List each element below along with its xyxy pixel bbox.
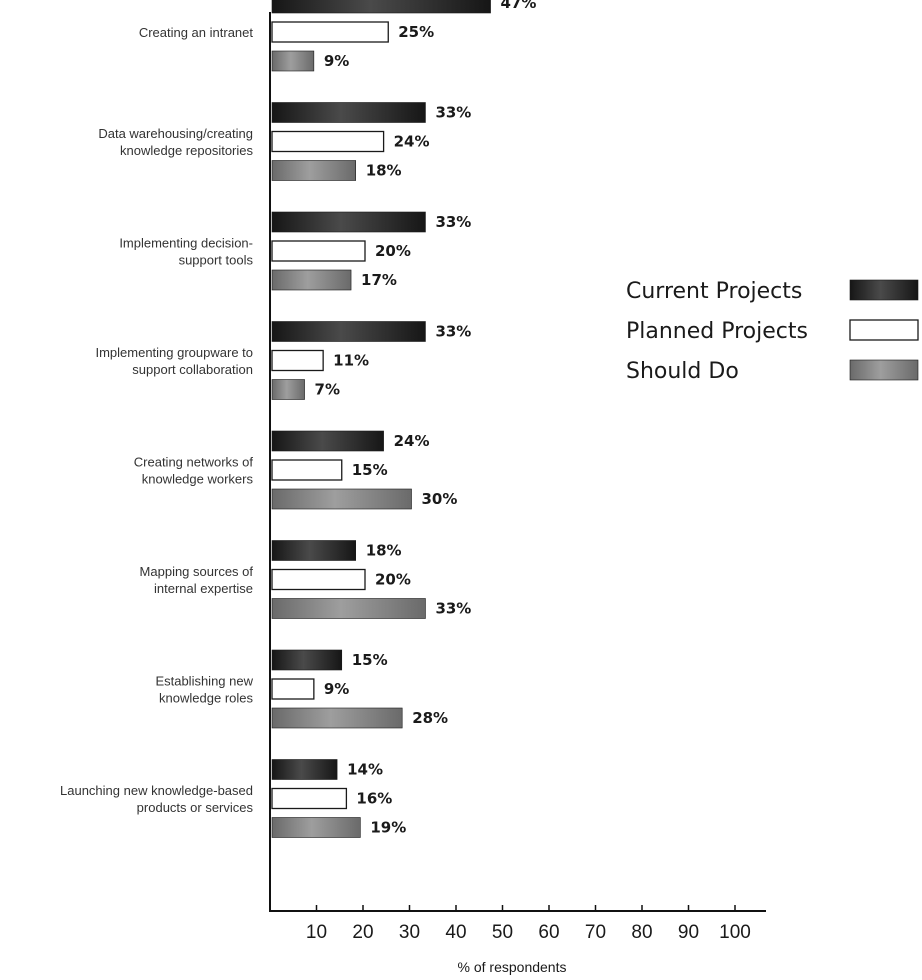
legend-label-should: Should Do bbox=[626, 359, 739, 384]
bar-current bbox=[271, 759, 338, 780]
bar-planned bbox=[271, 240, 366, 262]
bar-should bbox=[271, 488, 412, 510]
category-label: Implementing decision- bbox=[119, 236, 253, 251]
x-tick-label: 50 bbox=[492, 922, 513, 943]
value-label: 33% bbox=[435, 104, 471, 122]
category-label: Launching new knowledge-based bbox=[60, 783, 253, 798]
category-label: Creating an intranet bbox=[139, 25, 254, 40]
x-tick-label: 90 bbox=[678, 922, 699, 943]
value-label: 47% bbox=[501, 0, 537, 12]
category-label: support collaboration bbox=[132, 362, 253, 377]
category-label: products or services bbox=[137, 800, 254, 815]
x-axis-ticks: 10 20 30 40 50 60 70 80 90 100 bbox=[306, 905, 751, 943]
bar-current bbox=[271, 321, 426, 342]
value-label: 33% bbox=[435, 600, 471, 618]
value-label: 14% bbox=[347, 761, 383, 779]
value-label: 30% bbox=[422, 490, 458, 508]
category-label: internal expertise bbox=[154, 581, 253, 596]
bar-should bbox=[271, 269, 352, 291]
value-label: 15% bbox=[352, 651, 388, 669]
value-label: 18% bbox=[366, 542, 402, 560]
bar-should bbox=[271, 379, 305, 400]
category-label: Creating networks of bbox=[134, 455, 254, 470]
category-label: Establishing new bbox=[155, 674, 253, 689]
x-tick-label: 30 bbox=[399, 922, 420, 943]
x-tick-label: 100 bbox=[719, 922, 751, 943]
category-label: Data warehousing/creating bbox=[98, 126, 253, 141]
category-label: Implementing groupware to bbox=[95, 345, 253, 360]
category-label: knowledge workers bbox=[142, 472, 254, 487]
value-label: 15% bbox=[352, 461, 388, 479]
bar-planned bbox=[271, 678, 315, 700]
legend: Current Projects Planned Projects Should D… bbox=[626, 279, 919, 384]
bar-planned bbox=[271, 459, 343, 481]
value-label: 20% bbox=[375, 242, 411, 260]
category-labels: Creating an intranet Data warehousing/cre… bbox=[60, 25, 254, 815]
bar-planned bbox=[271, 349, 324, 372]
value-label: 19% bbox=[370, 819, 406, 837]
value-label: 24% bbox=[394, 133, 430, 151]
bar-planned bbox=[271, 21, 389, 43]
category-label: support tools bbox=[179, 253, 254, 268]
bar-planned bbox=[271, 130, 385, 153]
legend-label-current: Current Projects bbox=[626, 279, 802, 304]
value-label: 28% bbox=[412, 709, 448, 727]
x-tick-label: 40 bbox=[445, 922, 466, 943]
legend-swatch-should bbox=[849, 359, 919, 381]
value-label: 20% bbox=[375, 571, 411, 589]
value-label: 24% bbox=[394, 432, 430, 450]
bar-should bbox=[271, 707, 403, 729]
category-label: Mapping sources of bbox=[140, 564, 254, 579]
value-label: 9% bbox=[324, 680, 349, 698]
bar-current bbox=[271, 211, 426, 233]
bar-current bbox=[271, 0, 491, 14]
legend-label-planned: Planned Projects bbox=[626, 319, 808, 344]
x-tick-label: 70 bbox=[585, 922, 606, 943]
x-tick-label: 20 bbox=[352, 922, 373, 943]
x-tick-label: 60 bbox=[538, 922, 559, 943]
value-label: 16% bbox=[356, 790, 392, 808]
value-label: 11% bbox=[333, 352, 369, 370]
bar-current bbox=[271, 102, 426, 123]
bar-current bbox=[271, 649, 343, 671]
value-label: 17% bbox=[361, 271, 397, 289]
value-label: 18% bbox=[366, 162, 402, 180]
bar-should bbox=[271, 817, 361, 838]
bar-planned bbox=[271, 568, 366, 591]
legend-swatch-current bbox=[849, 279, 919, 301]
bar-should bbox=[271, 598, 426, 619]
category-label: knowledge roles bbox=[159, 691, 253, 706]
bar-current bbox=[271, 540, 356, 561]
value-label: 9% bbox=[324, 52, 349, 70]
bar-should bbox=[271, 160, 356, 181]
value-labels: 47% 25% 9% 33% 24% 18% 33% 20% 17% 33% 11% 7% 24% 15%… bbox=[315, 0, 537, 837]
bar-planned bbox=[271, 787, 348, 810]
bar-should bbox=[271, 50, 315, 72]
legend-swatch-planned bbox=[849, 319, 919, 341]
category-label: knowledge repositories bbox=[120, 143, 253, 158]
x-axis-title: % of respondents bbox=[458, 959, 567, 975]
value-label: 25% bbox=[398, 23, 434, 41]
bar-current bbox=[271, 430, 384, 452]
x-tick-label: 80 bbox=[631, 922, 652, 943]
bars-layer bbox=[271, 0, 491, 838]
value-label: 33% bbox=[435, 323, 471, 341]
value-label: 33% bbox=[435, 213, 471, 231]
x-tick-label: 10 bbox=[306, 922, 327, 943]
value-label: 7% bbox=[315, 381, 340, 399]
